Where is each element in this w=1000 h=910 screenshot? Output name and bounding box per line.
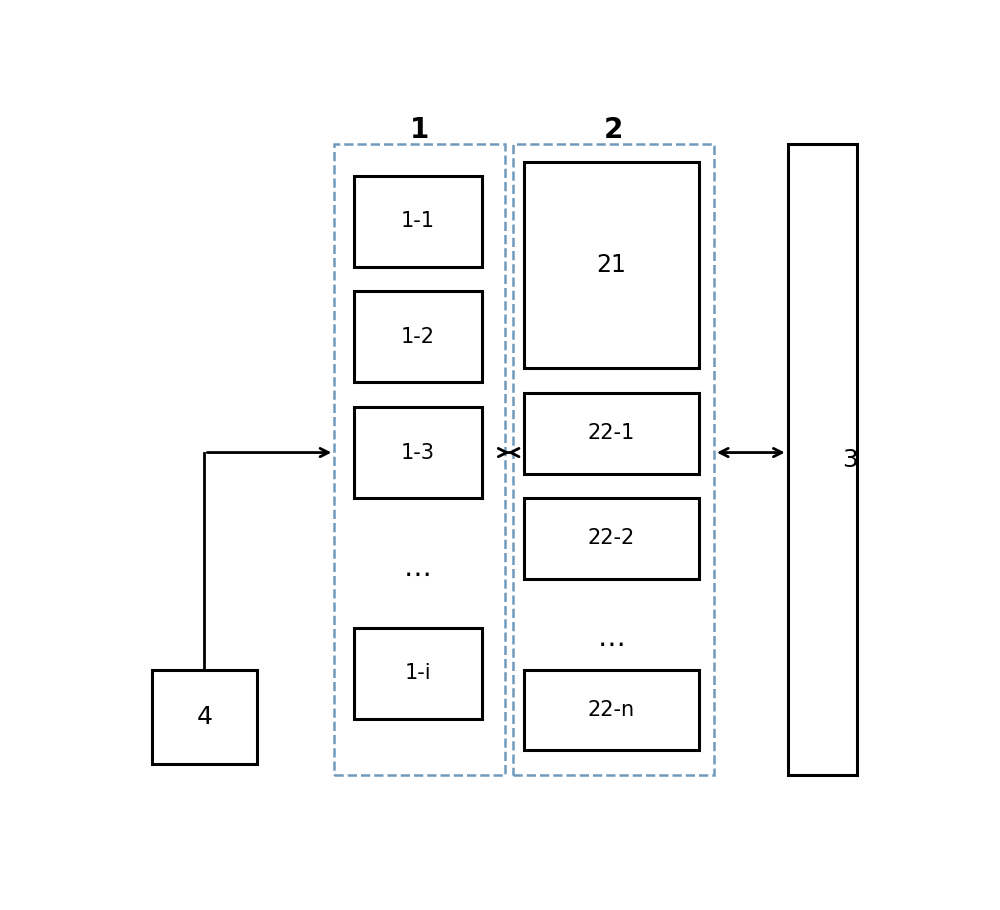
Bar (152, 670, 257, 764)
Bar (354, 628, 482, 719)
Text: 1-i: 1-i (404, 663, 431, 683)
Bar (354, 407, 482, 498)
Text: 22-1: 22-1 (588, 423, 635, 443)
Bar (334, 144, 505, 775)
Text: 1-3: 1-3 (401, 442, 435, 462)
Text: ⋯: ⋯ (598, 632, 626, 659)
Text: 2: 2 (604, 116, 623, 144)
Text: ⋯: ⋯ (404, 561, 432, 589)
Text: 4: 4 (196, 705, 212, 729)
Bar (354, 176, 482, 267)
Text: 1-2: 1-2 (401, 327, 435, 347)
Bar (524, 498, 698, 579)
Text: 1-1: 1-1 (401, 211, 435, 231)
Text: 21: 21 (596, 253, 626, 278)
Bar (524, 393, 698, 473)
Bar (524, 162, 698, 369)
Bar (524, 670, 698, 751)
Bar (512, 144, 714, 775)
Bar (354, 291, 482, 382)
Bar (788, 144, 857, 775)
Text: 22-2: 22-2 (588, 529, 635, 549)
Text: 1: 1 (410, 116, 429, 144)
Text: 3: 3 (842, 448, 858, 471)
Text: 22-n: 22-n (588, 700, 635, 720)
